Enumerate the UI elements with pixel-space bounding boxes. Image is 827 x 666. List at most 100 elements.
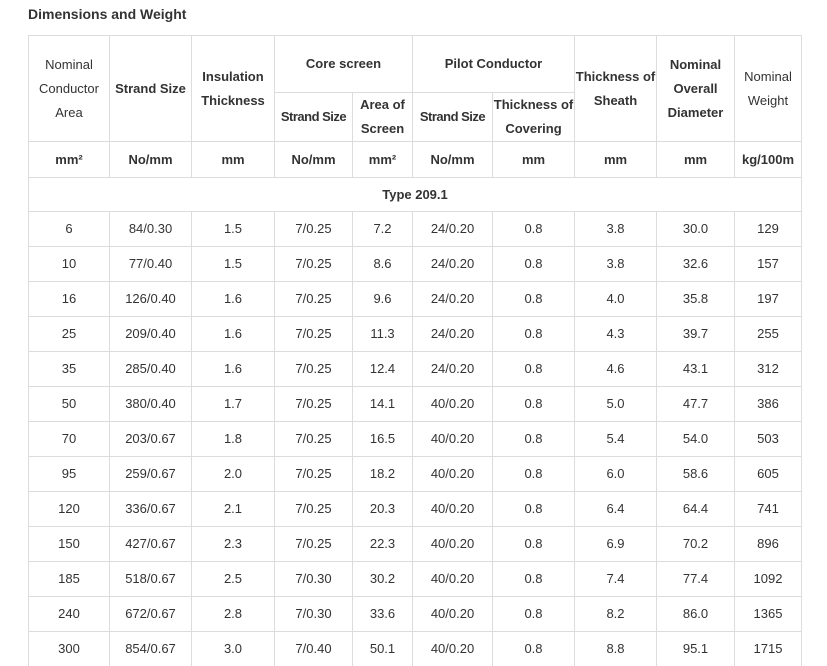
table-cell: 18.2 <box>353 457 413 492</box>
table-cell: 896 <box>735 527 802 562</box>
table-cell: 255 <box>735 317 802 352</box>
table-cell: 0.8 <box>493 282 575 317</box>
table-cell: 9.6 <box>353 282 413 317</box>
page-title: Dimensions and Weight <box>28 6 186 22</box>
table-cell: 30.0 <box>657 212 735 247</box>
table-cell: 86.0 <box>657 597 735 632</box>
table-cell: 1.6 <box>192 352 275 387</box>
header-core-strand-size: Strand Size <box>275 93 353 142</box>
table-cell: 285/0.40 <box>110 352 192 387</box>
table-cell: 54.0 <box>657 422 735 457</box>
table-cell: 6.0 <box>575 457 657 492</box>
header-area-of-screen: Area of Screen <box>353 93 413 142</box>
table-cell: 43.1 <box>657 352 735 387</box>
table-cell: 203/0.67 <box>110 422 192 457</box>
table-cell: 50.1 <box>353 632 413 666</box>
table-cell: 7/0.25 <box>275 457 353 492</box>
table-cell: 40/0.20 <box>413 492 493 527</box>
table-cell: 3.8 <box>575 247 657 282</box>
header-thickness-of-sheath: Thickness of Sheath <box>575 36 657 142</box>
table-cell: 129 <box>735 212 802 247</box>
table-cell: 0.8 <box>493 632 575 666</box>
table-cell: 386 <box>735 387 802 422</box>
table-cell: 1.7 <box>192 387 275 422</box>
table-cell: 6 <box>29 212 110 247</box>
table-cell: 741 <box>735 492 802 527</box>
unit-cell: mm² <box>353 142 413 178</box>
table-cell: 7/0.25 <box>275 422 353 457</box>
table-cell: 16.5 <box>353 422 413 457</box>
header-nominal-conductor-area: Nominal Conductor Area <box>29 36 110 142</box>
table-cell: 24/0.20 <box>413 282 493 317</box>
table-cell: 6.4 <box>575 492 657 527</box>
table-cell: 7.4 <box>575 562 657 597</box>
table-cell: 95.1 <box>657 632 735 666</box>
table-cell: 1.5 <box>192 212 275 247</box>
unit-cell: No/mm <box>110 142 192 178</box>
unit-cell: mm <box>657 142 735 178</box>
table-cell: 33.6 <box>353 597 413 632</box>
table-cell: 7/0.25 <box>275 492 353 527</box>
table-cell: 380/0.40 <box>110 387 192 422</box>
table-cell: 0.8 <box>493 212 575 247</box>
table-cell: 32.6 <box>657 247 735 282</box>
table-cell: 1.8 <box>192 422 275 457</box>
table-cell: 95 <box>29 457 110 492</box>
table-cell: 2.3 <box>192 527 275 562</box>
table-cell: 2.5 <box>192 562 275 597</box>
header-insulation-thickness: Insulation Thickness <box>192 36 275 142</box>
table-cell: 518/0.67 <box>110 562 192 597</box>
header-pilot-strand-size: Strand Size <box>413 93 493 142</box>
table-cell: 7/0.25 <box>275 317 353 352</box>
header-strand-size: Strand Size <box>110 36 192 142</box>
table-cell: 259/0.67 <box>110 457 192 492</box>
table-cell: 24/0.20 <box>413 247 493 282</box>
table-cell: 4.3 <box>575 317 657 352</box>
table-cell: 126/0.40 <box>110 282 192 317</box>
table-cell: 64.4 <box>657 492 735 527</box>
table-cell: 2.0 <box>192 457 275 492</box>
table-cell: 4.0 <box>575 282 657 317</box>
unit-cell: mm <box>192 142 275 178</box>
table-cell: 14.1 <box>353 387 413 422</box>
table-cell: 40/0.20 <box>413 387 493 422</box>
table-cell: 24/0.20 <box>413 317 493 352</box>
table-cell: 8.2 <box>575 597 657 632</box>
table-cell: 197 <box>735 282 802 317</box>
table-cell: 0.8 <box>493 492 575 527</box>
table-cell: 84/0.30 <box>110 212 192 247</box>
table-cell: 70.2 <box>657 527 735 562</box>
table-cell: 209/0.40 <box>110 317 192 352</box>
table-cell: 25 <box>29 317 110 352</box>
table-cell: 0.8 <box>493 527 575 562</box>
table-cell: 2.8 <box>192 597 275 632</box>
table-cell: 1.6 <box>192 282 275 317</box>
table-cell: 1092 <box>735 562 802 597</box>
table-cell: 336/0.67 <box>110 492 192 527</box>
table-cell: 40/0.20 <box>413 422 493 457</box>
table-cell: 24/0.20 <box>413 212 493 247</box>
table-cell: 11.3 <box>353 317 413 352</box>
table-cell: 150 <box>29 527 110 562</box>
header-pilot-conductor: Pilot Conductor <box>413 36 575 93</box>
table-cell: 7/0.25 <box>275 352 353 387</box>
table-cell: 312 <box>735 352 802 387</box>
table-cell: 12.4 <box>353 352 413 387</box>
table-cell: 427/0.67 <box>110 527 192 562</box>
table-cell: 0.8 <box>493 457 575 492</box>
table-cell: 157 <box>735 247 802 282</box>
table-cell: 35.8 <box>657 282 735 317</box>
table-cell: 7/0.25 <box>275 527 353 562</box>
table-cell: 3.0 <box>192 632 275 666</box>
table-cell: 185 <box>29 562 110 597</box>
table-cell: 50 <box>29 387 110 422</box>
table-cell: 0.8 <box>493 352 575 387</box>
table-cell: 1365 <box>735 597 802 632</box>
